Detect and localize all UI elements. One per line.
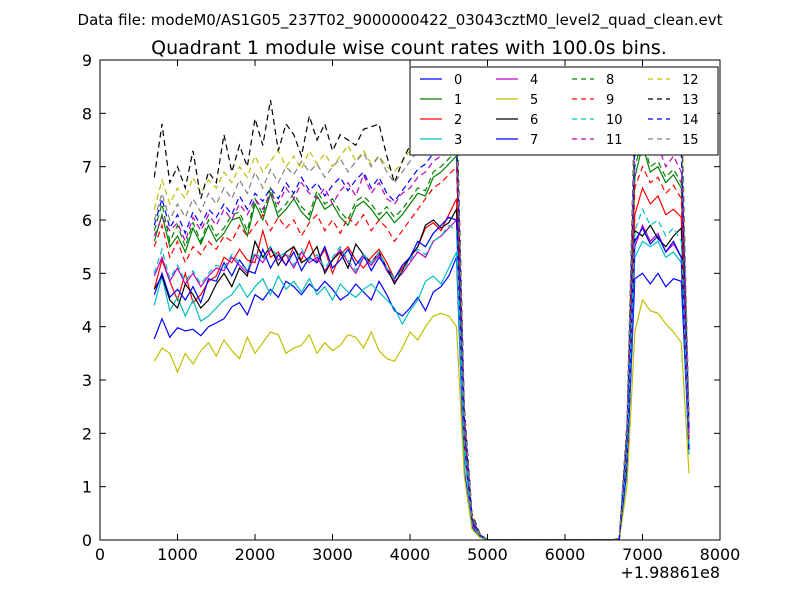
legend-label: 14	[682, 113, 699, 128]
legend-label: 3	[454, 133, 462, 148]
legend-label: 12	[682, 73, 699, 88]
chart-title: Quadrant 1 module wise count rates with …	[151, 37, 667, 59]
y-tick-label: 3	[82, 371, 92, 390]
series-line-4	[153, 218, 690, 540]
x-offset-label: +1.98861e8	[620, 563, 720, 582]
series-line-11	[153, 133, 690, 540]
legend-label: 7	[530, 133, 538, 148]
series-line-3	[153, 240, 690, 540]
series-line-15	[153, 86, 690, 540]
x-tick-label: 3000	[312, 545, 353, 564]
y-tick-label: 6	[82, 211, 92, 230]
y-tick-label: 9	[82, 51, 92, 70]
y-tick-label: 5	[82, 264, 92, 283]
series-line-6	[153, 207, 690, 540]
y-tick-label: 1	[82, 478, 92, 497]
legend-label: 11	[606, 133, 623, 148]
x-tick-label: 8000	[700, 545, 741, 564]
legend-label: 9	[606, 93, 614, 108]
legend-label: 15	[682, 133, 699, 148]
series-line-2	[153, 186, 690, 540]
legend-label: 10	[606, 113, 623, 128]
series-line-14	[153, 111, 690, 540]
series-line-5	[153, 298, 690, 540]
series-line-13	[153, 82, 690, 540]
series-line-7	[153, 216, 690, 540]
x-tick-label: 0	[95, 545, 105, 564]
suptitle: Data file: modeM0/AS1G05_237T02_90000004…	[78, 11, 723, 30]
x-tick-label: 1000	[157, 545, 198, 564]
series-line-12	[153, 95, 690, 540]
y-tick-label: 0	[82, 531, 92, 550]
plot-area: 0 1000 2000 3000 4000 5000 6000 7000 80000123456…	[82, 51, 741, 564]
legend-label: 8	[606, 73, 614, 88]
x-tick-label: 6000	[545, 545, 586, 564]
legend-label: 13	[682, 93, 699, 108]
legend-label: 1	[454, 93, 462, 108]
legend-label: 2	[454, 113, 462, 128]
series-line-9	[153, 165, 690, 540]
legend-label: 0	[454, 73, 462, 88]
y-tick-label: 7	[82, 158, 92, 177]
series-line-1	[153, 142, 690, 540]
x-tick-label: 4000	[390, 545, 431, 564]
y-tick-label: 4	[82, 318, 92, 337]
series-line-8	[153, 137, 690, 540]
legend-label: 6	[530, 113, 538, 128]
series-line-0	[153, 257, 690, 540]
y-tick-label: 2	[82, 424, 92, 443]
x-tick-label: 7000	[622, 545, 663, 564]
x-tick-label: 5000	[467, 545, 508, 564]
y-tick-label: 8	[82, 104, 92, 123]
legend-label: 4	[530, 73, 538, 88]
series-lines	[153, 82, 690, 540]
legend-box	[409, 66, 719, 156]
legend-label: 5	[530, 93, 538, 108]
x-tick-label: 2000	[235, 545, 276, 564]
